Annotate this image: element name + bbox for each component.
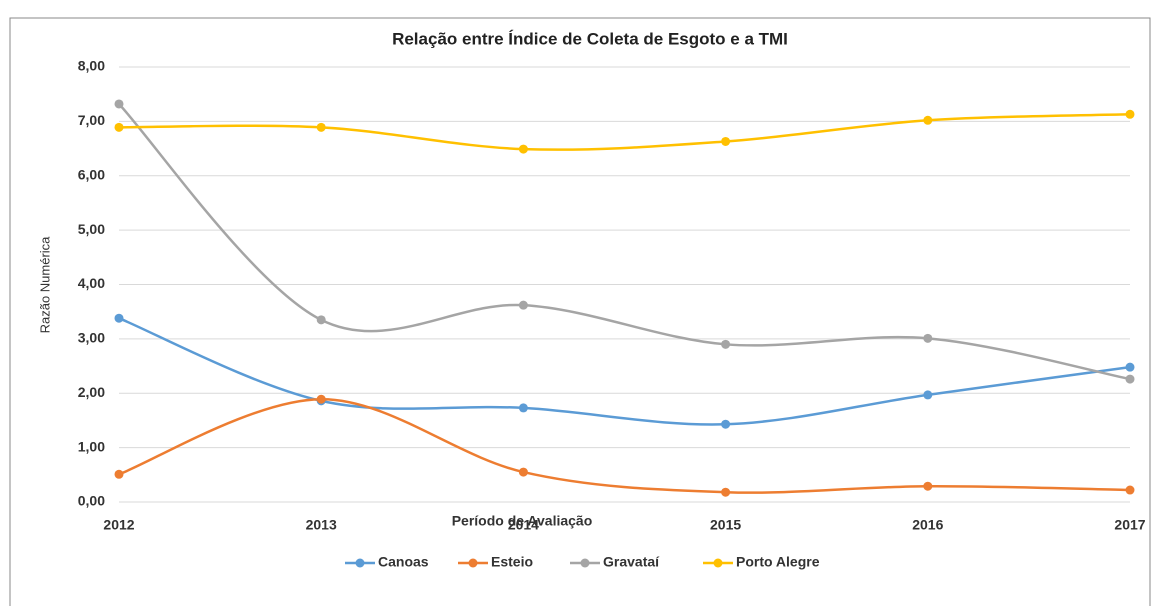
data-point: [114, 99, 124, 109]
y-tick-label: 8,00: [78, 58, 105, 74]
legend-label: Canoas: [378, 554, 429, 570]
data-point: [1125, 374, 1135, 384]
data-point: [923, 481, 933, 491]
legend-label: Gravataí: [603, 554, 660, 570]
data-point: [114, 122, 124, 132]
data-point: [316, 394, 326, 404]
data-point: [518, 144, 528, 154]
legend-label: Porto Alegre: [736, 554, 820, 570]
data-point: [923, 333, 933, 343]
data-point: [518, 403, 528, 413]
data-point: [316, 122, 326, 132]
data-point: [721, 136, 731, 146]
series-line: [118, 397, 1131, 494]
data-point: [518, 467, 528, 477]
y-tick-label: 7,00: [78, 112, 105, 128]
data-point: [721, 339, 731, 349]
x-tick-label: 2012: [103, 517, 134, 533]
x-tick-label: 2016: [912, 517, 943, 533]
data-point: [114, 469, 124, 479]
data-point: [923, 115, 933, 125]
x-axis-title: Período de Avaliação: [452, 513, 593, 529]
series-line: [118, 103, 1131, 381]
legend-marker: [713, 558, 723, 568]
y-tick-label: 4,00: [78, 275, 105, 291]
y-tick-label: 5,00: [78, 221, 105, 237]
legend-label: Esteio: [491, 554, 533, 570]
data-point: [1125, 109, 1135, 119]
y-tick-label: 3,00: [78, 330, 105, 346]
data-point: [721, 419, 731, 429]
data-point: [721, 487, 731, 497]
x-tick-label: 2013: [306, 517, 337, 533]
x-tick-label: 2017: [1114, 517, 1145, 533]
chart-title: Relação entre Índice de Coleta de Esgoto…: [392, 29, 788, 48]
legend-marker: [355, 558, 365, 568]
data-point: [1125, 485, 1135, 495]
data-point: [518, 300, 528, 310]
series-line: [118, 113, 1131, 151]
legend-marker: [468, 558, 478, 568]
legend-marker: [580, 558, 590, 568]
y-tick-label: 6,00: [78, 166, 105, 182]
data-point: [114, 313, 124, 323]
y-tick-label: 0,00: [78, 493, 105, 509]
data-point: [316, 315, 326, 325]
x-tick-label: 2015: [710, 517, 741, 533]
series-line: [118, 317, 1131, 426]
y-axis-title: Razão Numérica: [37, 236, 52, 334]
chart-frame: [9, 17, 1151, 606]
data-point: [923, 390, 933, 400]
y-tick-label: 1,00: [78, 438, 105, 454]
x-tick-label: 2014: [508, 517, 539, 533]
y-tick-label: 2,00: [78, 384, 105, 400]
data-point: [1125, 362, 1135, 372]
